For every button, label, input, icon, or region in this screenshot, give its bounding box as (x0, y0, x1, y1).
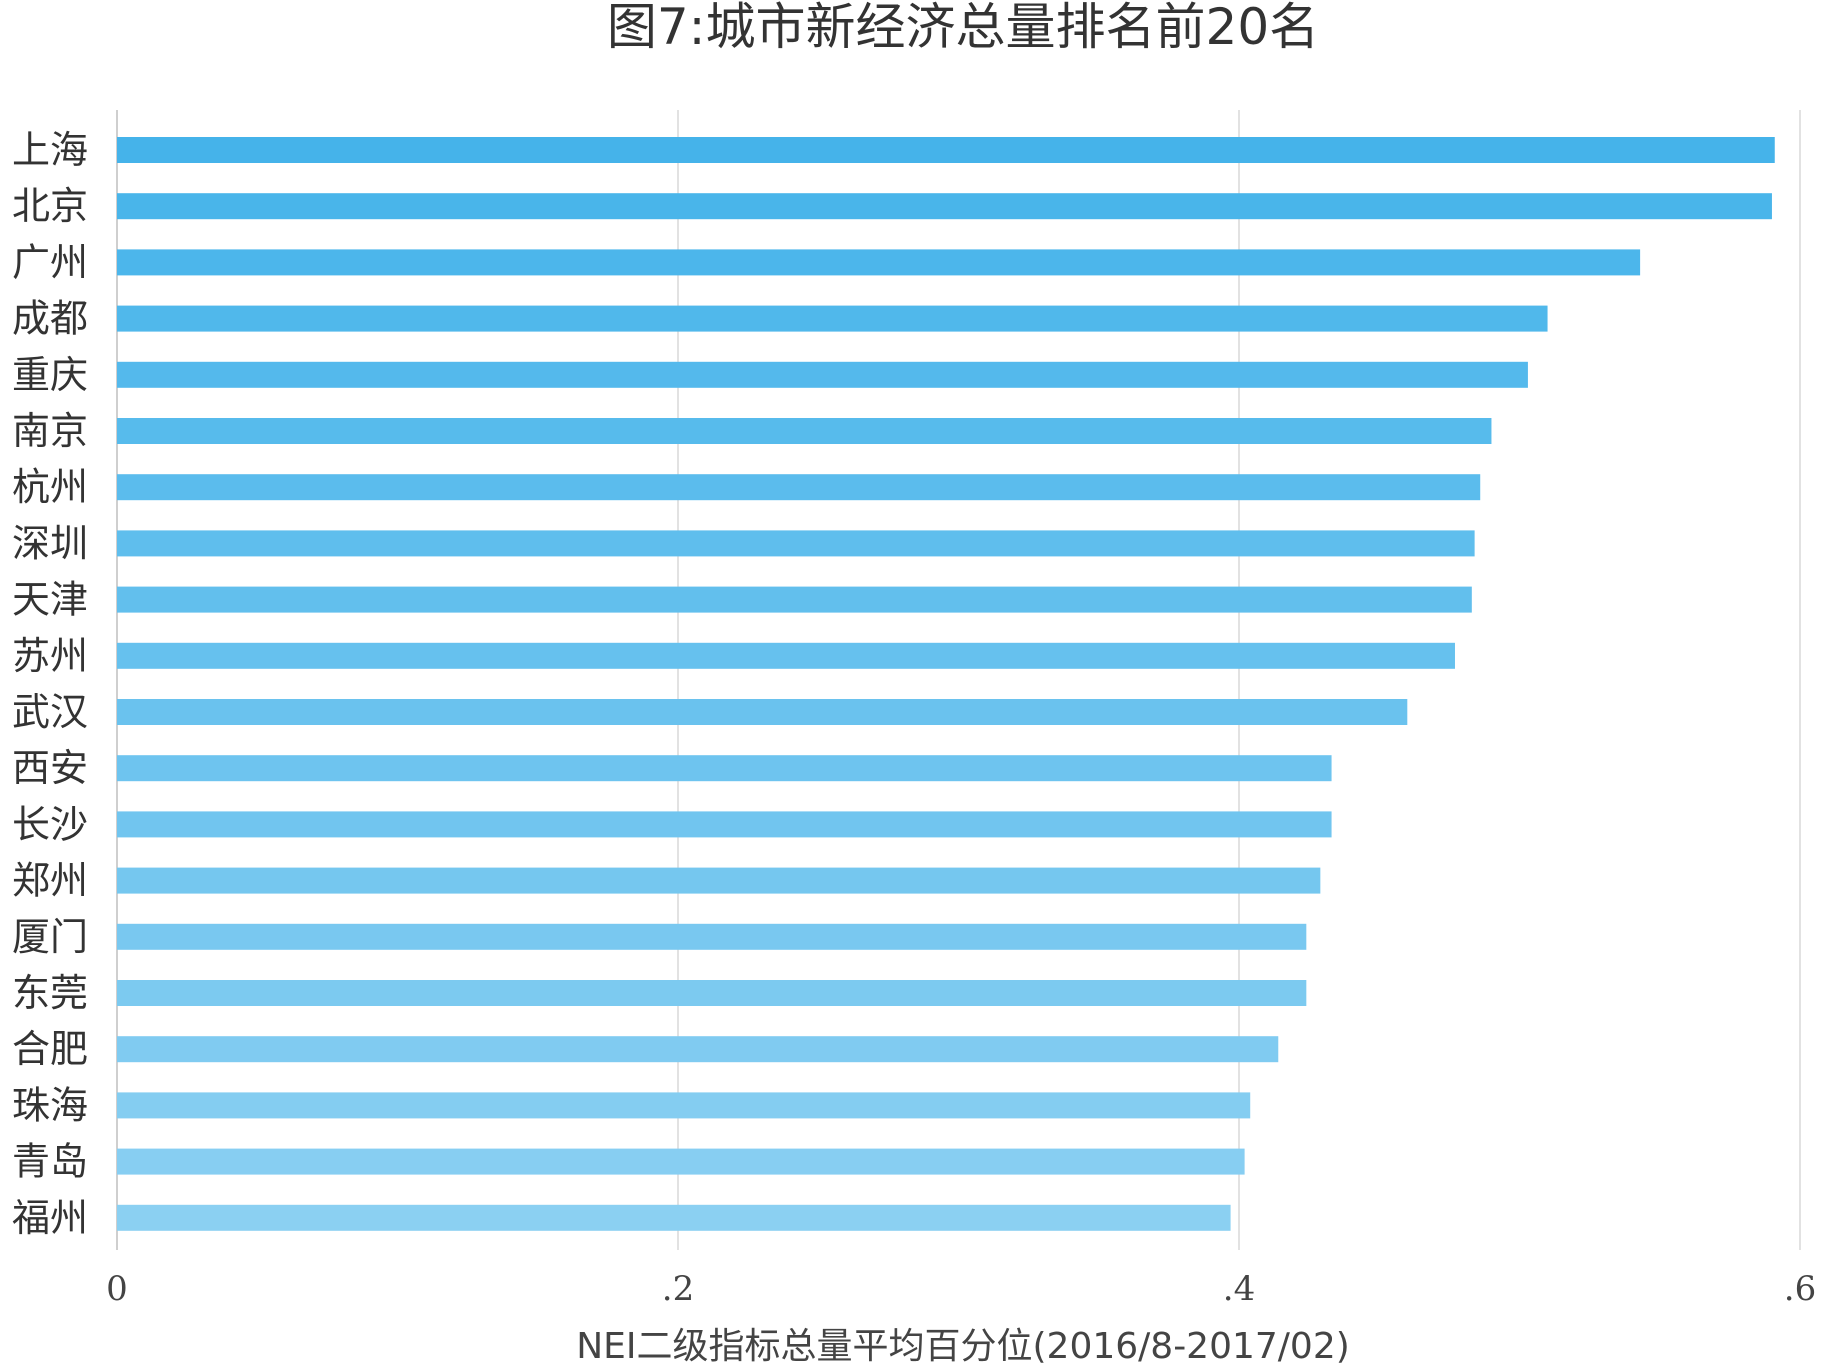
bar (117, 1204, 1231, 1231)
category-label: 上海 (12, 128, 88, 172)
category-label: 武汉 (12, 690, 88, 734)
category-label: 南京 (12, 409, 88, 453)
bar (117, 1092, 1251, 1119)
category-label: 西安 (12, 746, 88, 790)
bar (117, 249, 1641, 276)
category-label: 苏州 (12, 634, 88, 678)
bar (117, 642, 1455, 669)
category-label: 厦门 (12, 915, 88, 959)
x-tick-label: .6 (1784, 1269, 1816, 1309)
bar (117, 361, 1528, 388)
category-label: 重庆 (12, 353, 88, 397)
category-label: 珠海 (12, 1083, 88, 1127)
category-label: 合肥 (12, 1027, 88, 1071)
bars (117, 137, 1775, 1231)
category-label: 青岛 (12, 1140, 88, 1184)
bar (117, 811, 1332, 838)
bar (117, 586, 1472, 613)
bar (117, 923, 1307, 950)
category-label: 杭州 (12, 465, 88, 509)
category-label: 郑州 (12, 859, 88, 903)
x-tick-label: .4 (1223, 1269, 1255, 1309)
x-tick-label: .2 (662, 1269, 694, 1309)
bar (117, 867, 1321, 894)
bar (117, 193, 1772, 220)
category-label: 广州 (12, 240, 88, 284)
bar (117, 755, 1332, 782)
category-label: 成都 (12, 297, 88, 341)
category-label: 东莞 (12, 971, 88, 1015)
bar (117, 530, 1475, 557)
gridlines (116, 110, 1801, 1250)
bar (117, 137, 1775, 163)
chart-title: 图7:城市新经济总量排名前20名 (607, 0, 1319, 56)
bar (117, 699, 1408, 725)
category-label: 福州 (12, 1196, 88, 1240)
bar (117, 418, 1492, 444)
bar (117, 1036, 1279, 1063)
bar (117, 1148, 1245, 1175)
bar (117, 474, 1481, 501)
category-label: 深圳 (12, 521, 88, 565)
x-axis-label: NEI二级指标总量平均百分位(2016/8-2017/02) (576, 1326, 1350, 1367)
x-tick-label: 0 (106, 1269, 128, 1309)
bar (117, 980, 1307, 1006)
category-label: 长沙 (12, 802, 88, 846)
category-label: 北京 (12, 184, 88, 228)
category-label: 天津 (12, 578, 88, 622)
x-tick-labels: 0 .2 .4 .6 (106, 1269, 1816, 1309)
bar (117, 305, 1548, 332)
